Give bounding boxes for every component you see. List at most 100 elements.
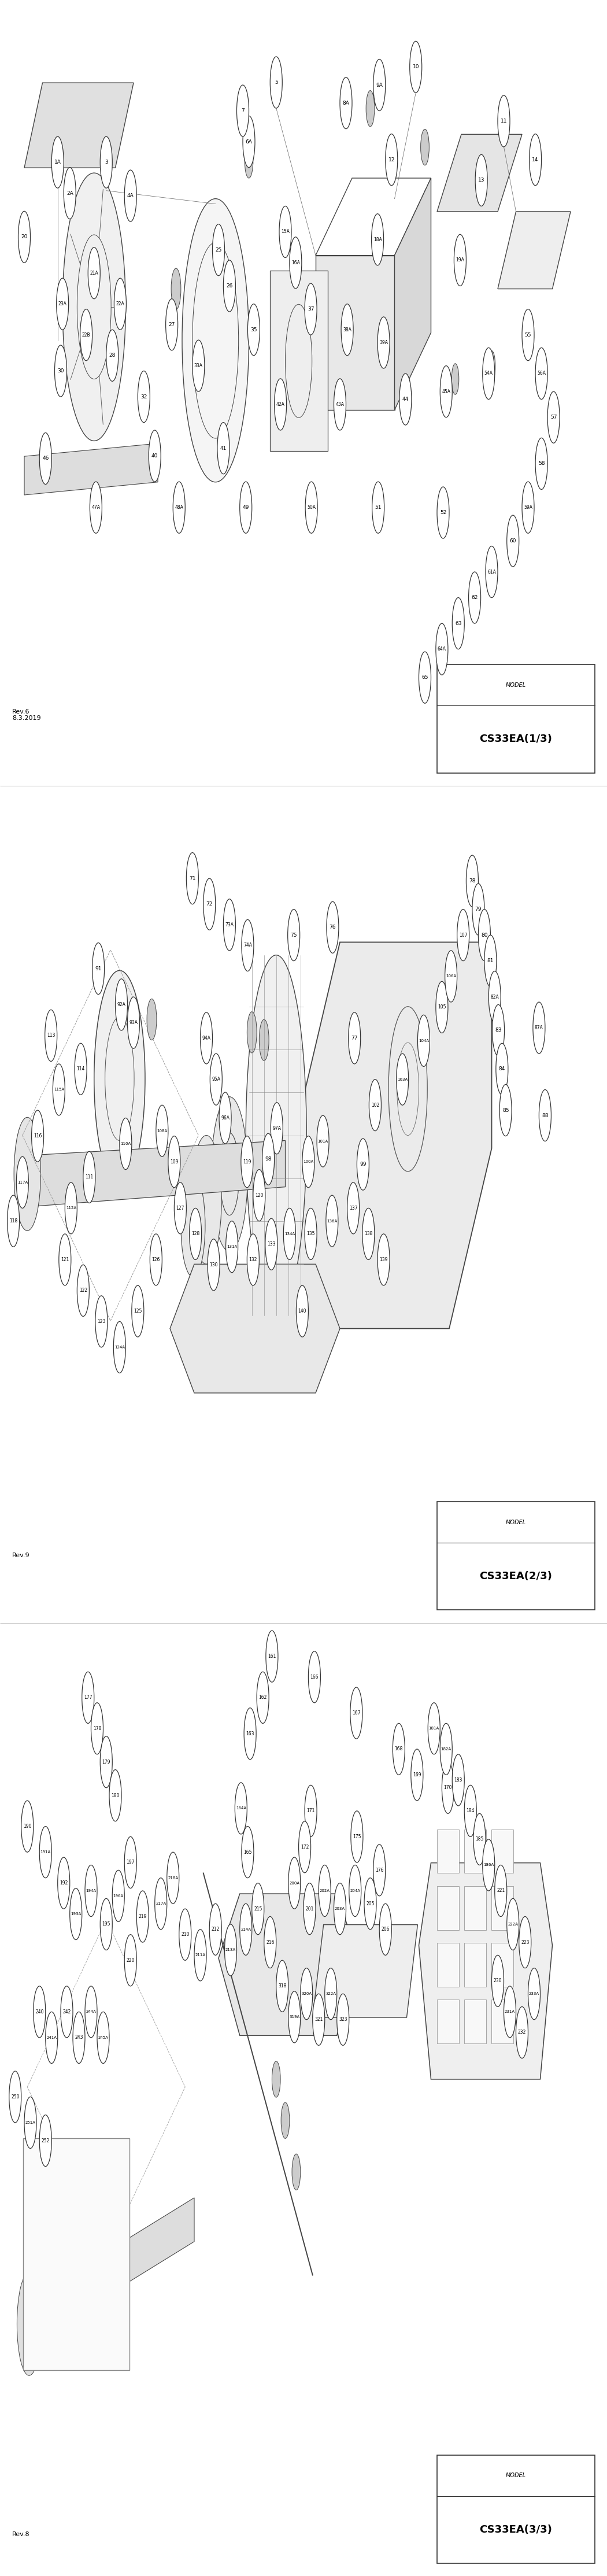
Circle shape	[419, 652, 431, 703]
Bar	[464, 1886, 486, 1929]
Text: 60: 60	[510, 538, 516, 544]
Circle shape	[478, 909, 490, 961]
Circle shape	[378, 317, 390, 368]
Circle shape	[137, 1891, 149, 1942]
Text: 95A: 95A	[212, 1077, 220, 1082]
Circle shape	[226, 1221, 238, 1273]
Text: 244A: 244A	[86, 2009, 97, 2014]
Polygon shape	[24, 82, 134, 167]
Bar	[464, 1829, 486, 1873]
Circle shape	[292, 2154, 300, 2190]
Circle shape	[18, 211, 30, 263]
Circle shape	[90, 482, 102, 533]
Circle shape	[210, 1054, 222, 1105]
Text: 183: 183	[454, 1777, 463, 1783]
Circle shape	[452, 1754, 464, 1806]
Text: MODEL: MODEL	[506, 1520, 526, 1525]
Text: 85: 85	[503, 1108, 509, 1113]
Circle shape	[274, 379, 287, 430]
Circle shape	[167, 1852, 179, 1904]
Circle shape	[191, 1136, 222, 1265]
Text: 110A: 110A	[120, 1141, 131, 1146]
Text: 23A: 23A	[58, 301, 67, 307]
Text: 132: 132	[249, 1257, 257, 1262]
Text: 103A: 103A	[397, 1077, 408, 1082]
Text: 25: 25	[215, 247, 222, 252]
Circle shape	[373, 59, 385, 111]
Text: 169: 169	[413, 1772, 421, 1777]
Text: 7: 7	[241, 108, 245, 113]
Polygon shape	[18, 1141, 285, 1208]
Circle shape	[56, 278, 69, 330]
Circle shape	[399, 374, 412, 425]
Text: 176: 176	[375, 1868, 384, 1873]
Text: Rev.8: Rev.8	[12, 2532, 30, 2537]
Text: 51: 51	[375, 505, 381, 510]
Text: 78: 78	[469, 878, 475, 884]
Text: 321: 321	[314, 2017, 323, 2022]
Circle shape	[500, 1084, 512, 1136]
Polygon shape	[419, 1862, 552, 2079]
Circle shape	[327, 902, 339, 953]
Text: 166: 166	[310, 1674, 319, 1680]
Text: 27: 27	[169, 322, 175, 327]
Circle shape	[290, 237, 302, 289]
Bar	[464, 1999, 486, 2043]
Text: 250: 250	[11, 2094, 19, 2099]
Circle shape	[223, 260, 236, 312]
Circle shape	[279, 206, 291, 258]
Text: 185: 185	[475, 1837, 484, 1842]
Text: Rev.6
8.3.2019: Rev.6 8.3.2019	[12, 708, 41, 721]
Circle shape	[484, 935, 497, 987]
Circle shape	[325, 1968, 337, 2020]
Text: 6A: 6A	[245, 139, 253, 144]
Text: 101A: 101A	[317, 1139, 328, 1144]
Circle shape	[296, 1285, 308, 1337]
Text: 82A: 82A	[490, 994, 499, 999]
Circle shape	[305, 1208, 317, 1260]
Circle shape	[243, 116, 255, 167]
Circle shape	[61, 1986, 73, 2038]
Circle shape	[475, 155, 487, 206]
Circle shape	[115, 979, 127, 1030]
Circle shape	[300, 1968, 313, 2020]
Circle shape	[464, 1785, 476, 1837]
Circle shape	[64, 167, 76, 219]
Circle shape	[209, 1904, 222, 1955]
Circle shape	[522, 482, 534, 533]
Text: 137: 137	[349, 1206, 358, 1211]
Text: 22A: 22A	[116, 301, 124, 307]
Circle shape	[440, 1723, 452, 1775]
Text: 233A: 233A	[529, 1991, 540, 1996]
Text: 62: 62	[472, 595, 478, 600]
Polygon shape	[27, 2197, 194, 2344]
Bar	[492, 1886, 514, 1929]
Text: 186A: 186A	[483, 1862, 494, 1868]
Text: 184: 184	[466, 1808, 475, 1814]
Circle shape	[452, 363, 459, 394]
Circle shape	[428, 1703, 440, 1754]
Text: 135: 135	[307, 1231, 315, 1236]
Text: CS33EA(1/3): CS33EA(1/3)	[480, 734, 552, 744]
Text: 64A: 64A	[438, 647, 446, 652]
Text: 14: 14	[532, 157, 538, 162]
Text: 56A: 56A	[537, 371, 546, 376]
Circle shape	[348, 1012, 361, 1064]
Circle shape	[522, 309, 534, 361]
Circle shape	[171, 268, 181, 309]
Text: 122: 122	[79, 1288, 87, 1293]
Text: 215: 215	[254, 1906, 262, 1911]
Circle shape	[440, 366, 452, 417]
Circle shape	[83, 1151, 95, 1203]
Circle shape	[244, 1708, 256, 1759]
Text: 81: 81	[487, 958, 493, 963]
Circle shape	[53, 1064, 65, 1115]
Circle shape	[7, 1195, 19, 1247]
Text: 126: 126	[152, 1257, 160, 1262]
Text: 15A: 15A	[281, 229, 290, 234]
Polygon shape	[395, 178, 431, 410]
Text: 212: 212	[211, 1927, 220, 1932]
Circle shape	[496, 1043, 508, 1095]
Circle shape	[529, 134, 541, 185]
Text: 97A: 97A	[273, 1126, 281, 1131]
